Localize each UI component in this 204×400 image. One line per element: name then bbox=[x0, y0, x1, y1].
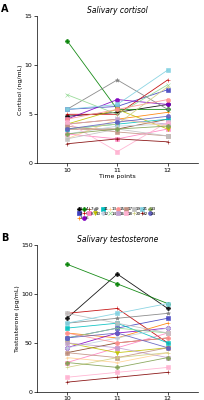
X-axis label: Time points: Time points bbox=[99, 174, 136, 179]
Text: A: A bbox=[1, 4, 9, 14]
Title: Salivary cortisol: Salivary cortisol bbox=[87, 6, 148, 15]
Title: Salivary testosterone: Salivary testosterone bbox=[77, 235, 158, 244]
Text: B: B bbox=[1, 233, 9, 243]
Legend: 1, 2, 3, 4, 5, 6, 7, 8, 9, 10, 11, 12, 13, 14, 15, 16, 17, 18, 19, 20, 21, 22, 2: 1, 2, 3, 4, 5, 6, 7, 8, 9, 10, 11, 12, 1… bbox=[78, 207, 157, 221]
Y-axis label: Cortisol (ng/mL): Cortisol (ng/mL) bbox=[18, 64, 23, 115]
Y-axis label: Testosterone (pg/mL): Testosterone (pg/mL) bbox=[14, 285, 20, 352]
